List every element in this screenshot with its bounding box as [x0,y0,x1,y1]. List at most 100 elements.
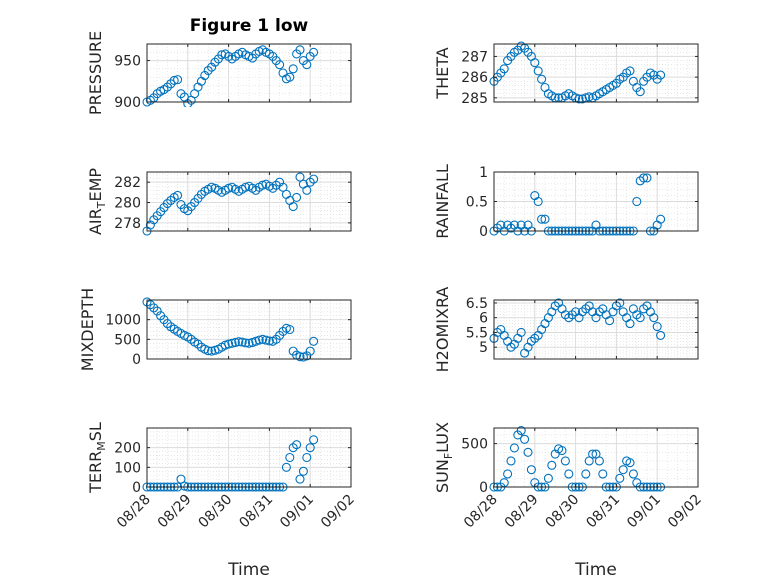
y-tick-label: 1 [479,165,488,181]
data-point [520,434,530,444]
data-point [516,327,526,338]
y-axis-label: THETA [433,47,452,99]
data-point [625,66,635,76]
data-point [309,47,319,57]
subplot-3: 278 280 282 AIRTEMP [86,168,352,236]
data-point [509,443,519,453]
y-tick-label: 5.5 [466,325,488,341]
data-point [309,435,319,445]
data-point [598,469,608,479]
y-tick-label: 950 [114,54,141,70]
y-tick-label: 0 [132,352,141,368]
y-tick-label: 6.5 [466,296,488,312]
data-point [244,338,254,348]
y-tick-label: 282 [114,175,141,191]
y-axis-label: PRESSURE [86,31,105,115]
data-point [295,474,305,484]
data-point [295,45,305,55]
data-point [523,447,533,457]
data-point [625,458,635,468]
data-point [635,87,645,97]
y-axis-label-main: TERR [86,451,105,494]
data-point [530,58,540,68]
data-point [516,426,526,436]
y-tick-label: 0.5 [466,195,488,211]
data-point [632,196,642,207]
data-point [557,446,567,456]
axes-box [146,427,352,488]
data-point [540,214,550,224]
data-point [537,74,547,84]
y-axis-label-main: AIR [86,208,105,235]
data-point [302,452,312,463]
data-point [210,57,220,67]
y-tick-label: 286 [461,70,488,86]
data-point [254,335,264,345]
data-point [615,298,625,308]
axes-box [146,299,352,360]
data-point [588,449,598,459]
axes-box [146,171,352,232]
y-tick-label: 6 [479,311,488,327]
data-point [649,313,659,323]
data-point [230,337,240,348]
data-point [237,337,247,347]
data-point [594,456,604,466]
data-point [173,190,183,200]
data-point [615,473,625,483]
data-point [543,473,553,483]
axes-box [493,427,699,488]
y-axis-label-tail: SL [86,422,105,441]
data-point [281,462,291,472]
y-axis-label-sub: F [442,453,455,459]
subplot-8: 0 500 SUNFLUX 08/28 08/29 08/30 08/31 09/01 09/0… [433,422,705,580]
data-point [652,321,662,332]
y-tick-label: 200 [114,441,141,457]
data-point [564,469,574,479]
data-point [533,196,543,207]
data-point [506,456,516,466]
data-point [503,469,513,479]
y-axis-label: TERRMSL [86,422,108,494]
y-axis-label: AIRTEMP [86,168,108,235]
data-point [203,346,213,356]
data-point [292,440,302,450]
data-point [295,172,305,182]
data-point [574,94,584,104]
axes-box [146,43,352,103]
data-point [288,64,298,74]
data-point [581,469,591,479]
y-tick-label: 278 [114,216,141,232]
x-axis-label: Time [227,560,270,580]
data-point [605,316,615,326]
subplot-4: 0 0.5 1 RAINFALL [433,164,699,240]
data-point [264,336,274,346]
axes-box [493,43,699,103]
y-tick-label: 900 [114,95,141,111]
data-point [302,185,312,195]
data-point [642,173,652,183]
data-point [166,79,176,89]
subplot-5: 0 500 1000 MIXDEPTH [78,288,352,371]
data-point [227,338,237,348]
subplot-7: 0 100 200 TERRMSL 08/28 08/29 08/30 08/31 09/01 0… [86,422,358,580]
marker-series [142,45,319,107]
data-point [656,214,666,224]
data-point [499,64,509,74]
data-point [526,465,536,475]
y-tick-label: 1000 [105,313,141,329]
y-tick-label: 100 [114,460,141,476]
marker-series [489,41,666,104]
data-point [656,330,666,340]
data-point [302,351,312,361]
marker-series [142,172,319,236]
data-point [176,89,186,99]
data-point [295,352,305,362]
y-tick-label: 500 [461,437,488,453]
axes-background [147,300,351,359]
data-point [169,75,179,86]
data-point [278,182,288,192]
x-tick-label: 09/02 [665,492,705,532]
y-tick-label: 500 [114,332,141,348]
